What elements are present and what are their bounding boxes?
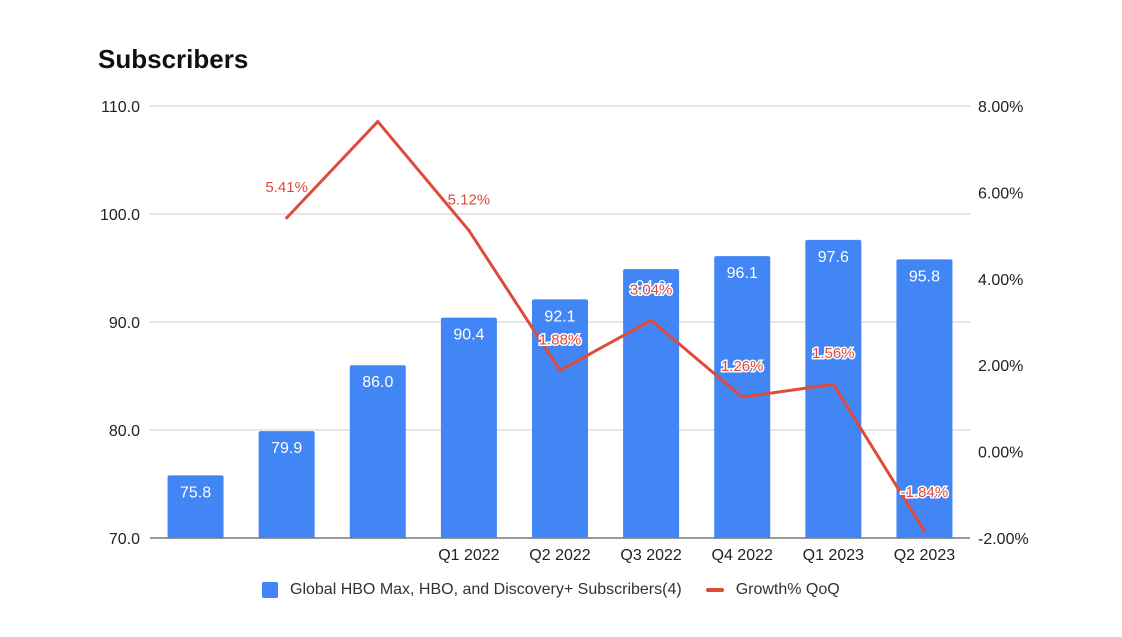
growth-point <box>558 368 562 372</box>
bar-value-label: 94.9 <box>636 278 667 295</box>
bar-value-label: 86.0 <box>362 374 393 391</box>
bar-value-label: 90.4 <box>453 327 484 344</box>
legend-swatch-bar <box>262 582 278 598</box>
legend-item-subscribers[interactable]: Global HBO Max, HBO, and Discovery+ Subs… <box>262 581 682 599</box>
x-tick-label: Q1 2022 <box>438 547 499 564</box>
growth-value-label: -1.84% <box>901 484 949 501</box>
legend-swatch-line <box>705 588 724 592</box>
bar-value-label: 92.1 <box>544 308 575 325</box>
y-right-tick-label: 0.00% <box>978 445 1023 462</box>
legend: Global HBO Max, HBO, and Discovery+ Subs… <box>262 581 864 599</box>
legend-item-growth[interactable]: Growth% QoQ <box>705 581 840 599</box>
x-tick-label: Q2 2022 <box>529 547 590 564</box>
growth-value-label: 1.88% <box>539 331 582 348</box>
growth-value-label: 3.04% <box>630 281 673 298</box>
x-tick-label: Q1 2023 <box>803 547 864 564</box>
growth-point <box>740 395 744 399</box>
growth-point <box>649 318 653 322</box>
bar <box>167 475 224 538</box>
bar-value-label: 79.9 <box>271 440 302 457</box>
growth-point <box>376 120 380 124</box>
y-right-tick-label: -2.00% <box>978 531 1029 548</box>
growth-value-label: 5.12% <box>448 191 491 208</box>
bar <box>258 431 315 538</box>
y-left-tick-label: 90.0 <box>109 315 140 332</box>
growth-value-label: 1.56% <box>812 345 855 362</box>
axes: 70.0 80.0 90.0 100.0 110.0 -2.00% 0.00% 2.00% 4.… <box>100 99 1029 564</box>
x-tick-label: Q3 2022 <box>620 547 681 564</box>
bar <box>623 269 680 538</box>
y-left-tick-label: 100.0 <box>100 207 140 224</box>
bar <box>805 239 862 539</box>
bar-value-label: 95.8 <box>909 268 940 285</box>
bar <box>440 317 497 538</box>
growth-point <box>922 529 926 533</box>
y-left-tick-label: 80.0 <box>109 423 140 440</box>
y-right-tick-label: 8.00% <box>978 99 1023 116</box>
y-left-tick-label: 70.0 <box>109 531 140 548</box>
legend-label-subscribers: Global HBO Max, HBO, and Discovery+ Subs… <box>290 581 682 598</box>
y-right-tick-label: 4.00% <box>978 272 1023 289</box>
bar-value-label: 96.1 <box>727 265 758 282</box>
growth-value-label: 1.26% <box>721 358 764 375</box>
growth-line <box>285 120 926 532</box>
x-tick-label: Q4 2022 <box>712 547 773 564</box>
growth-value-label: 5.41% <box>265 179 308 196</box>
x-tick-label: Q2 2023 <box>894 547 955 564</box>
chart-title: Subscribers <box>98 44 249 74</box>
growth-point <box>831 382 835 386</box>
bar-value-label: 75.8 <box>180 484 211 501</box>
growth-point <box>467 228 471 232</box>
data-labels: 75.8 79.9 86.0 90.4 92.1 94.9 96.1 97.6 95.8 5.41… <box>180 179 950 503</box>
y-right-tick-label: 2.00% <box>978 358 1023 375</box>
y-left-tick-label: 110.0 <box>101 99 140 116</box>
bar-value-label: 97.6 <box>818 249 849 266</box>
y-right-tick-label: 6.00% <box>978 185 1023 202</box>
legend-label-growth: Growth% QoQ <box>735 581 840 598</box>
bar <box>532 299 588 538</box>
bar <box>349 365 406 538</box>
growth-line-series <box>285 120 926 533</box>
bar <box>896 259 953 538</box>
growth-point <box>285 216 289 220</box>
